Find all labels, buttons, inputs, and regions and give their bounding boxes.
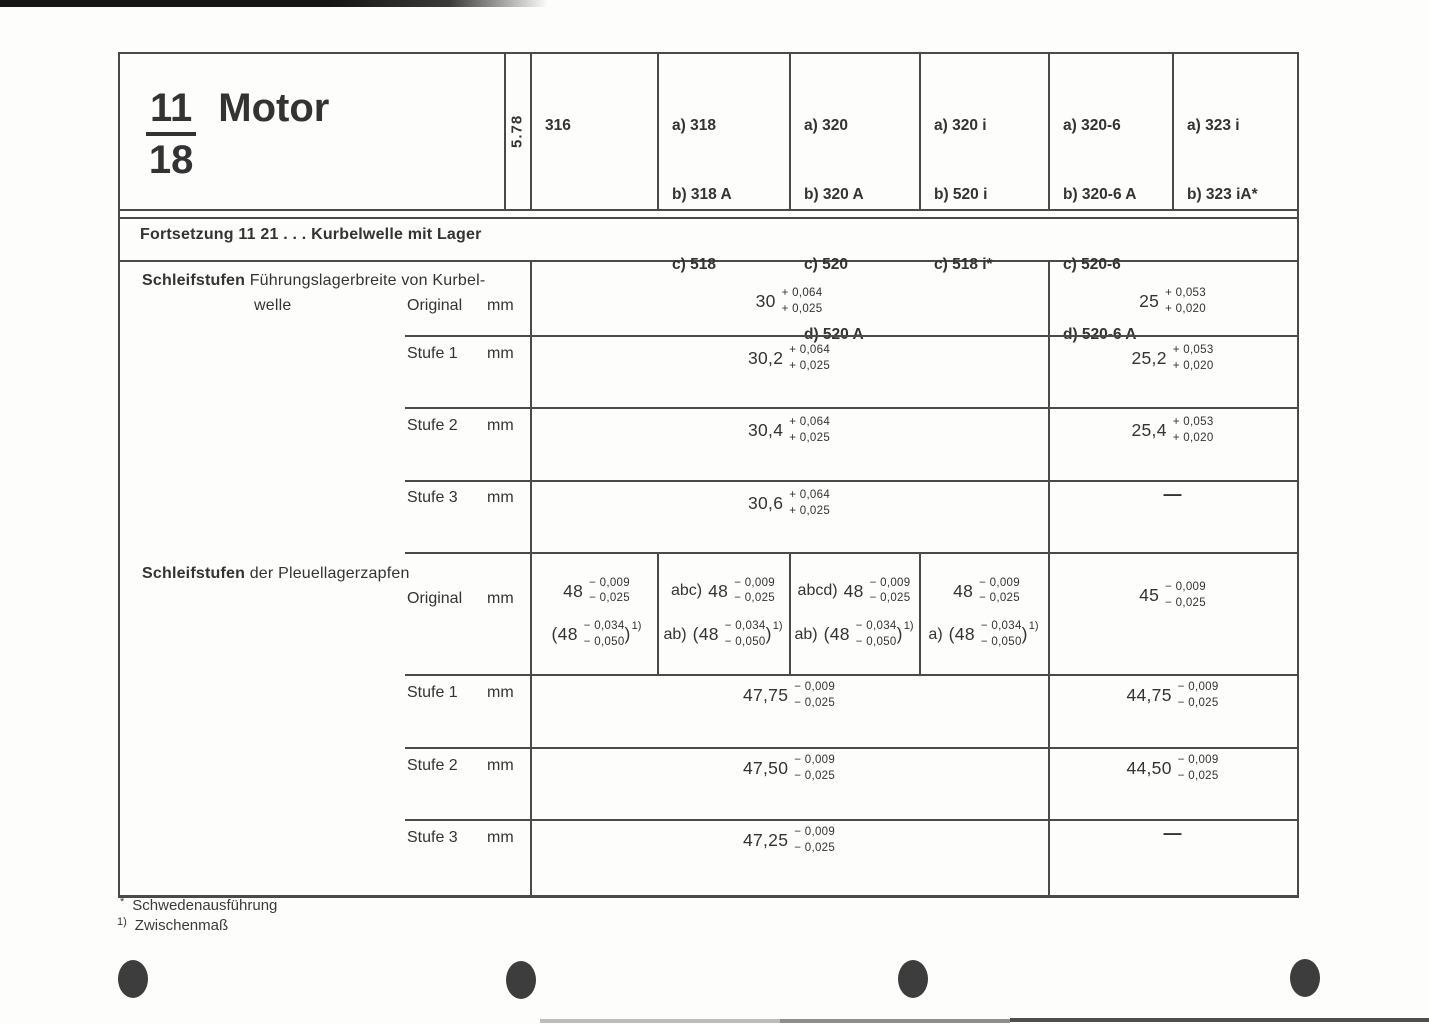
divider	[405, 480, 1297, 482]
divider	[530, 260, 532, 895]
model-line: a) 320 i	[934, 116, 987, 134]
row-label-stufe1-s2: Stufe 1 mm	[407, 684, 514, 701]
spec-table: 11 18 Motor 5.78 316 a) 318 b) 318 A c) …	[118, 52, 1299, 898]
value-cell: 30,4 + 0,064 + 0,025	[747, 416, 831, 444]
value-cell: 30,6 + 0,064 + 0,025	[747, 489, 831, 517]
footnote-star: * Schwedenausführung	[120, 896, 278, 914]
section1-heading-cont: welle	[254, 297, 292, 314]
divider	[405, 674, 1297, 676]
model-line: a) 323 i	[1187, 116, 1240, 134]
model-column-320i: a) 320 i b) 520 i c) 518 i*	[919, 54, 1048, 274]
model-line: b) 323 iA*	[1187, 186, 1258, 204]
date-code: 5.78	[508, 114, 526, 149]
value-cell: 25,4 + 0,053 + 0,020	[1131, 416, 1214, 444]
value-cell: 25 + 0,053 + 0,020	[1139, 287, 1206, 315]
model-line: 316	[545, 116, 571, 134]
row-label-original: Original mm	[407, 297, 514, 314]
chapter-page-code: 11 18 Motor	[146, 88, 329, 182]
punch-hole	[506, 961, 536, 999]
scan-edge-artifact-bottom	[1010, 1018, 1429, 1022]
page-title: Motor	[218, 86, 330, 130]
footnote-1: 1) Zwischenmaß	[117, 916, 229, 934]
original-cell-320i: 48 − 0,009− 0,025 a) (48 − 0,034− 0,050 )…	[928, 576, 1039, 648]
row-label-original2: Original mm	[407, 590, 514, 607]
continuation-title: Fortsetzung 11 21 . . . Kurbelwelle mit …	[140, 226, 482, 243]
model-line: a) 320-6	[1063, 116, 1121, 134]
divider	[120, 217, 1297, 219]
section-divider	[405, 552, 1297, 554]
divider	[405, 335, 1297, 337]
model-line: c) 518 i*	[934, 256, 993, 273]
model-column-323i: a) 323 i b) 323 iA*	[1172, 54, 1297, 209]
original-cell-merged: 45 − 0,009− 0,025	[1139, 581, 1206, 609]
divider	[1048, 260, 1050, 895]
divider	[120, 260, 1297, 262]
original-cell-318: abc) 48 − 0,009− 0,025 ab) (48 − 0,034− 0,…	[663, 576, 783, 648]
divider	[504, 54, 506, 209]
model-line: d) 520-6 A	[1063, 323, 1172, 346]
value-cell: 30 + 0,064 + 0,025	[755, 287, 823, 315]
divider	[405, 407, 1297, 409]
page-number: 18	[148, 137, 194, 182]
chapter-number: 11	[146, 88, 197, 136]
value-cell: 25,2 + 0,053 + 0,020	[1131, 344, 1214, 372]
model-column-320: a) 320 b) 320 A c) 520 d) 520 A	[789, 54, 919, 343]
model-line: a) 320	[804, 116, 848, 134]
scan-edge-artifact-top	[0, 0, 548, 7]
scan-edge-artifact-bottom	[540, 1019, 780, 1023]
original-cell-320: abcd) 48 − 0,009− 0,025 ab) (48 − 0,034− 0…	[794, 576, 914, 648]
model-column-316: 316	[530, 54, 657, 209]
punch-hole	[898, 960, 928, 998]
punch-hole	[118, 960, 148, 998]
divider	[1172, 54, 1174, 209]
row-label-stufe2-s2: Stufe 2 mm	[407, 757, 514, 774]
model-line: b) 320 A	[804, 186, 864, 204]
divider	[1048, 54, 1050, 209]
divider	[530, 54, 532, 209]
header-bottom-line	[120, 209, 1297, 211]
row-label-stufe3-s2: Stufe 3 mm	[407, 829, 514, 846]
value-cell-empty: —	[1163, 484, 1182, 504]
section2-heading-bold: Schleifstufen	[142, 565, 246, 582]
section1-heading: Schleifstufen Führungslagerbreite von Ku…	[142, 272, 485, 290]
section2-heading: Schleifstufen der Pleuellagerzapfen	[142, 565, 410, 583]
divider	[789, 552, 791, 674]
model-line: b) 520 i	[934, 186, 988, 204]
model-line: b) 320-6 A	[1063, 186, 1137, 204]
row-label-stufe2: Stufe 2 mm	[407, 417, 514, 434]
divider	[919, 552, 921, 674]
section1-heading-rest: Führungslagerbreite von Kurbel-	[245, 272, 486, 289]
divider	[657, 54, 659, 209]
divider	[405, 747, 1297, 749]
model-line: a) 318	[672, 116, 716, 134]
original-cell-316: 48 − 0,009− 0,025 (48 − 0,034− 0,050 ) 1)	[551, 576, 642, 648]
value-cell: 44,50 − 0,009− 0,025	[1126, 754, 1219, 782]
model-column-318: a) 318 b) 318 A c) 518	[657, 54, 789, 274]
model-line: c) 520-6	[1063, 256, 1121, 273]
value-cell: 47,25 − 0,009− 0,025	[742, 826, 836, 854]
divider	[789, 54, 791, 209]
model-column-320-6: a) 320-6 b) 320-6 A c) 520-6 d) 520-6 A	[1048, 54, 1172, 343]
section1-heading-bold: Schleifstufen	[142, 272, 246, 289]
model-line: d) 520 A	[804, 323, 919, 346]
model-line: c) 518	[672, 256, 716, 273]
section2-heading-rest: der Pleuellagerzapfen	[245, 565, 410, 582]
value-cell: 30,2 + 0,064 + 0,025	[747, 344, 831, 372]
model-line: c) 520	[804, 256, 848, 273]
row-label-stufe3: Stufe 3 mm	[407, 489, 514, 506]
value-cell: 47,50 − 0,009− 0,025	[742, 754, 836, 782]
divider	[405, 819, 1297, 821]
value-cell: 47,75 − 0,009− 0,025	[742, 681, 836, 709]
value-cell-empty: —	[1163, 823, 1182, 843]
punch-hole	[1290, 959, 1320, 997]
divider	[919, 54, 921, 209]
row-label-stufe1: Stufe 1 mm	[407, 345, 514, 362]
divider	[657, 552, 659, 674]
scan-edge-artifact-bottom	[780, 1019, 1010, 1023]
model-line: b) 318 A	[672, 186, 732, 204]
value-cell: 44,75 − 0,009− 0,025	[1126, 681, 1219, 709]
